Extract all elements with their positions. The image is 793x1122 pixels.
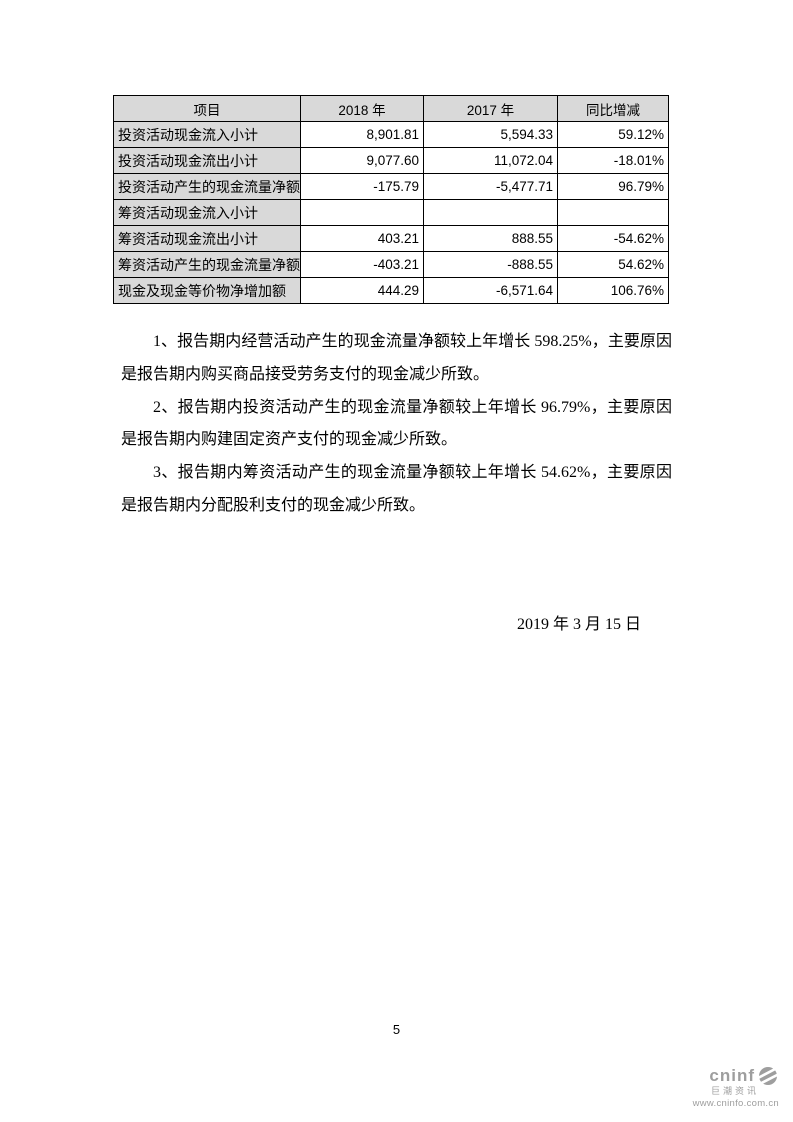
row-value-cell: 96.79% <box>557 173 669 200</box>
row-value-cell: 59.12% <box>557 121 669 148</box>
table-row: 筹资活动现金流入小计 <box>113 199 669 226</box>
row-value-cell: 5,594.33 <box>423 121 558 148</box>
analysis-paragraph: 1、报告期内经营活动产生的现金流量净额较上年增长 598.25%，主要原因是报告… <box>121 333 672 383</box>
cninfo-logo: cninf 巨潮资讯 www.cninfo.com.cn <box>693 1066 779 1109</box>
table-row: 投资活动现金流出小计 9,077.60 11,072.04 -18.01% <box>113 147 669 174</box>
page-number: 5 <box>392 1022 401 1037</box>
row-value-cell: -5,477.71 <box>423 173 558 200</box>
cashflow-table-header: 项目 2018 年 2017 年同比增减 <box>113 95 669 122</box>
table-row: 投资活动产生的现金流量净额 -175.79 -5,477.71 96.79% <box>113 173 669 200</box>
row-label-cell: 筹资活动现金流出小计 <box>113 225 301 252</box>
row-value-cell: -403.21 <box>300 251 424 278</box>
cninfo-brand-text: cninf <box>709 1065 755 1085</box>
row-value-cell: 403.21 <box>300 225 424 252</box>
cninfo-chinese-name: 巨潮资讯 <box>710 1086 759 1096</box>
cashflow-table-body: 投资活动现金流入小计 8,901.81 5,594.33 59.12% 投资活动现金流出… <box>113 121 669 304</box>
row-label-cell: 投资活动现金流出小计 <box>113 147 301 174</box>
row-label-cell: 投资活动现金流入小计 <box>113 121 301 148</box>
row-value-cell: 106.76% <box>557 277 669 304</box>
row-value-cell: -175.79 <box>300 173 424 200</box>
column-header: 2018 年 <box>300 95 424 122</box>
table-row: 现金及现金等价物净增加额 444.29 -6,571.64 106.76% <box>113 277 669 304</box>
row-value-cell: -888.55 <box>423 251 558 278</box>
column-header: 2017 年 <box>423 95 558 122</box>
analysis-paragraph: 2、报告期内投资活动产生的现金流量净额较上年增长 96.79%，主要原因是报告期… <box>121 398 672 449</box>
row-label-cell: 筹资活动现金流入小计 <box>113 199 301 226</box>
analysis-paragraphs: 1、报告期内经营活动产生的现金流量净额较上年增长 598.25%，主要原因是报告… <box>121 326 672 523</box>
cashflow-table: 项目 2018 年 2017 年同比增减 投资活动现金流入小计 8,901.81 5,5… <box>113 95 669 304</box>
cninfo-logo-row: cninf <box>693 1066 779 1086</box>
column-header: 同比增减 <box>557 95 669 122</box>
table-row: 筹资活动产生的现金流量净额 -403.21 -888.55 54.62% <box>113 251 669 278</box>
report-date: 2019 年 3 月 15 日 <box>517 616 642 633</box>
row-label-cell: 投资活动产生的现金流量净额 <box>113 173 301 200</box>
header-row: 项目 2018 年 2017 年同比增减 <box>113 95 669 122</box>
row-label-cell: 现金及现金等价物净增加额 <box>113 277 301 304</box>
row-value-cell: 11,072.04 <box>423 147 558 174</box>
row-value-cell <box>557 199 669 226</box>
table-row: 投资活动现金流入小计 8,901.81 5,594.33 59.12% <box>113 121 669 148</box>
row-value-cell: 444.29 <box>300 277 424 304</box>
row-label-cell: 筹资活动产生的现金流量净额 <box>113 251 301 278</box>
column-header: 项目 <box>113 95 301 122</box>
row-value-cell: -54.62% <box>557 225 669 252</box>
row-value-cell: 9,077.60 <box>300 147 424 174</box>
row-value-cell <box>423 199 558 226</box>
row-value-cell: -6,571.64 <box>423 277 558 304</box>
analysis-paragraph: 3、报告期内筹资活动产生的现金流量净额较上年增长 54.62%，主要原因是报告期… <box>121 464 672 514</box>
cninfo-url: www.cninfo.com.cn <box>692 1097 779 1109</box>
row-value-cell: 8,901.81 <box>300 121 424 148</box>
row-value-cell: 888.55 <box>423 225 558 252</box>
row-value-cell: -18.01% <box>557 147 669 174</box>
row-value-cell <box>300 199 424 226</box>
row-value-cell: 54.62% <box>557 251 669 278</box>
cninfo-swirl-icon <box>757 1066 779 1086</box>
table-row: 筹资活动现金流出小计 403.21 888.55 -54.62% <box>113 225 669 252</box>
